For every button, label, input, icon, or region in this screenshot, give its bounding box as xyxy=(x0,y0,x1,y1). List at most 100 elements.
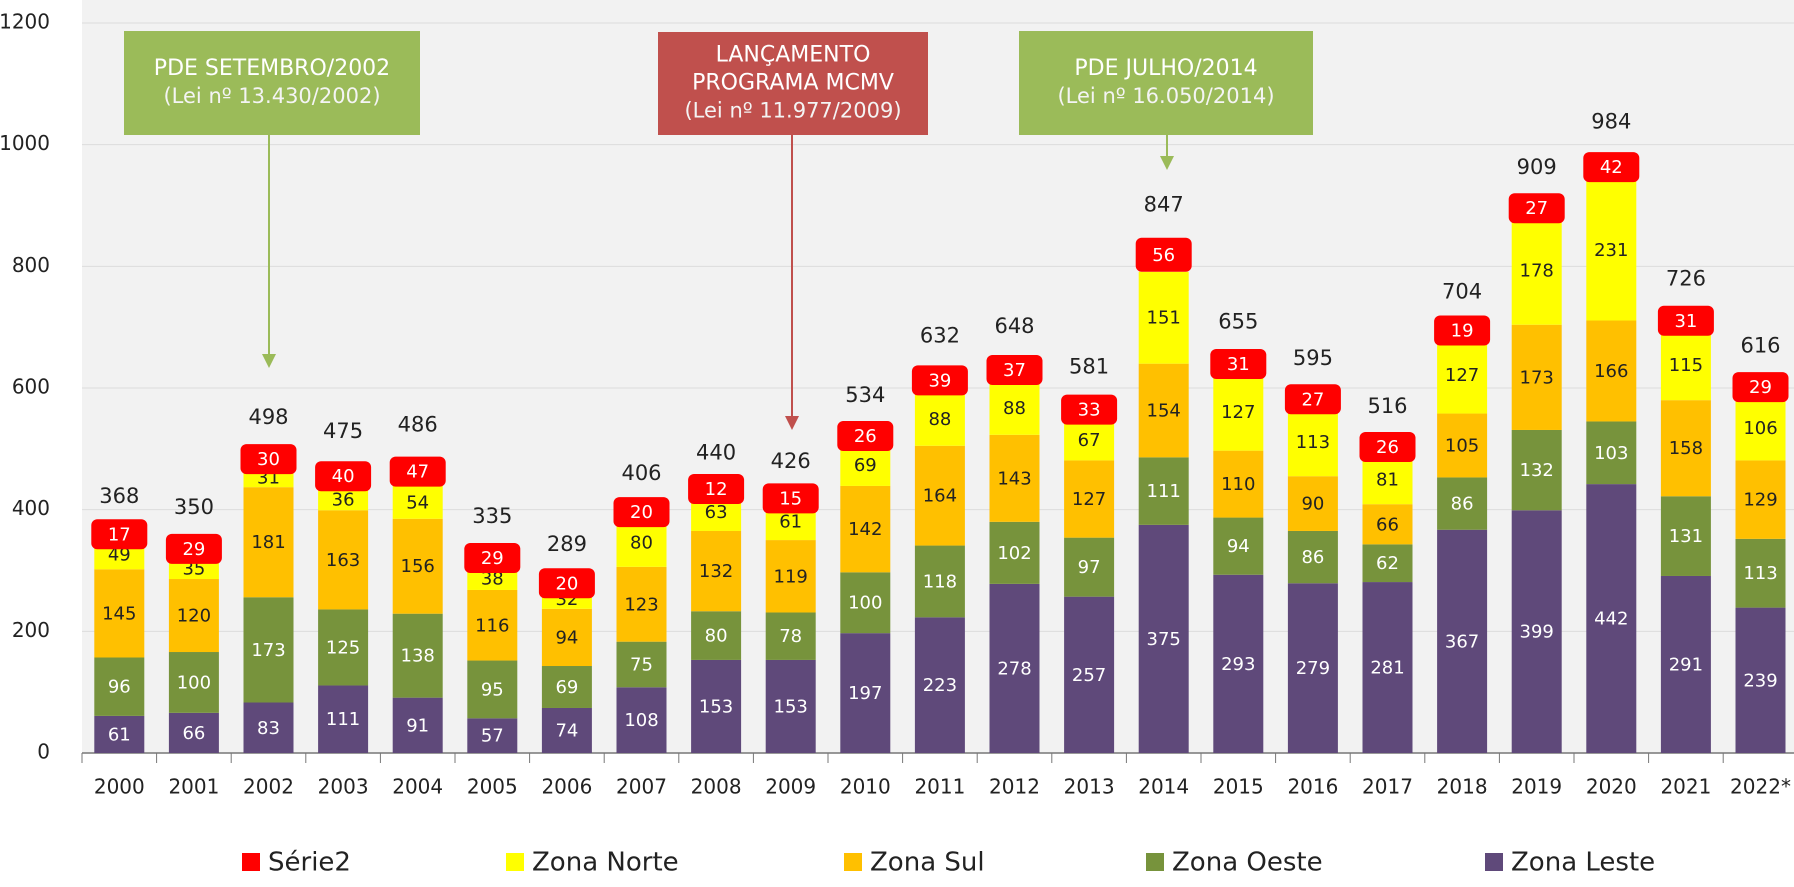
data-label: 127 xyxy=(1072,489,1106,510)
data-label: 143 xyxy=(997,468,1031,489)
total-label: 581 xyxy=(1069,355,1109,379)
x-tick-label: 2012 xyxy=(989,775,1040,799)
bar-segment xyxy=(986,355,1043,386)
data-label: 257 xyxy=(1072,665,1106,686)
annotation-box xyxy=(124,31,420,135)
total-label: 440 xyxy=(696,440,736,464)
bar-segment xyxy=(1064,419,1115,461)
data-label: 54 xyxy=(406,492,429,513)
data-label: 127 xyxy=(1221,402,1255,423)
x-tick-label: 2020 xyxy=(1586,775,1637,799)
data-label: 119 xyxy=(774,566,808,587)
bar-segment xyxy=(541,666,592,708)
x-tick-label: 2015 xyxy=(1213,775,1264,799)
legend-label: Zona Leste xyxy=(1511,848,1655,878)
data-label: 80 xyxy=(705,626,728,647)
total-label: 534 xyxy=(845,383,885,407)
data-label: 75 xyxy=(630,654,653,675)
total-label: 486 xyxy=(398,412,438,436)
bar-segment xyxy=(1735,395,1786,461)
bar-segment xyxy=(243,597,294,703)
data-label: 15 xyxy=(779,488,802,509)
bar-segment xyxy=(1732,372,1789,403)
total-label: 426 xyxy=(771,449,811,473)
legend-swatch xyxy=(506,853,524,871)
data-label: 145 xyxy=(102,603,136,624)
total-label: 704 xyxy=(1442,280,1482,304)
bar-segment xyxy=(1511,429,1562,511)
data-label: 125 xyxy=(326,637,360,658)
total-label: 350 xyxy=(174,495,214,519)
total-label: 475 xyxy=(323,419,363,443)
data-label: 66 xyxy=(182,723,205,744)
data-label: 163 xyxy=(326,550,360,571)
data-label: 96 xyxy=(108,677,131,698)
bar-segment xyxy=(1660,575,1711,753)
bar-segment xyxy=(392,485,443,519)
bar-segment xyxy=(392,613,443,698)
data-label: 94 xyxy=(1227,536,1250,557)
total-label: 655 xyxy=(1218,310,1258,334)
total-label: 289 xyxy=(547,532,587,556)
data-label: 113 xyxy=(1743,563,1777,584)
data-label: 33 xyxy=(1078,400,1101,421)
data-label: 69 xyxy=(854,455,877,476)
bar-segment xyxy=(1434,315,1491,346)
data-label: 26 xyxy=(854,426,877,447)
y-tick-label: 0 xyxy=(37,740,50,764)
data-label: 279 xyxy=(1296,658,1330,679)
data-label: 47 xyxy=(406,462,429,483)
data-label: 173 xyxy=(251,640,285,661)
data-label: 223 xyxy=(923,675,957,696)
annotation-box xyxy=(1019,31,1313,135)
data-label: 69 xyxy=(555,677,578,698)
bar-segment xyxy=(392,518,443,614)
bar-segment xyxy=(1362,454,1413,505)
data-label: 131 xyxy=(1669,526,1703,547)
data-label: 239 xyxy=(1743,670,1777,691)
bar-segment xyxy=(840,633,891,753)
annotation-text: (Lei nº 13.430/2002) xyxy=(163,84,380,108)
bar-segment xyxy=(1061,394,1118,425)
legend-swatch xyxy=(844,853,862,871)
bar-segment xyxy=(1213,373,1264,451)
arrow-head xyxy=(785,416,799,430)
data-label: 151 xyxy=(1147,308,1181,329)
bar-segment xyxy=(989,583,1040,753)
bar-segment xyxy=(1287,583,1338,753)
x-tick-label: 2004 xyxy=(392,775,443,799)
bar-segment xyxy=(168,652,219,713)
bar-segment xyxy=(1583,152,1640,183)
bar-segment xyxy=(392,697,443,753)
total-label: 406 xyxy=(621,461,661,485)
data-label: 94 xyxy=(555,627,578,648)
data-label: 31 xyxy=(1227,354,1250,375)
bar-segment xyxy=(989,434,1040,522)
bar-segment xyxy=(1287,476,1338,531)
bar-segment xyxy=(91,519,148,550)
bar-segment xyxy=(840,572,891,634)
data-label: 12 xyxy=(705,479,728,500)
data-label: 116 xyxy=(475,615,509,636)
data-label: 293 xyxy=(1221,654,1255,675)
data-label: 86 xyxy=(1451,494,1474,515)
data-label: 115 xyxy=(1669,355,1703,376)
legend-label: Série2 xyxy=(268,848,351,878)
data-label: 291 xyxy=(1669,654,1703,675)
x-tick-label: 2018 xyxy=(1437,775,1488,799)
data-label: 399 xyxy=(1520,622,1554,643)
data-label: 30 xyxy=(257,449,280,470)
data-label: 90 xyxy=(1301,494,1324,515)
bar-segment xyxy=(318,685,369,753)
total-label: 335 xyxy=(472,504,512,528)
total-label: 595 xyxy=(1293,346,1333,370)
data-label: 20 xyxy=(630,502,653,523)
bar-segment xyxy=(1064,460,1115,538)
x-tick-label: 2001 xyxy=(168,775,219,799)
data-label: 78 xyxy=(779,626,802,647)
x-tick-label: 2022* xyxy=(1730,775,1791,799)
annotation-text: (Lei nº 16.050/2014) xyxy=(1057,84,1274,108)
data-label: 132 xyxy=(1520,460,1554,481)
bar-segment xyxy=(911,365,968,396)
bar-segment xyxy=(616,687,667,753)
